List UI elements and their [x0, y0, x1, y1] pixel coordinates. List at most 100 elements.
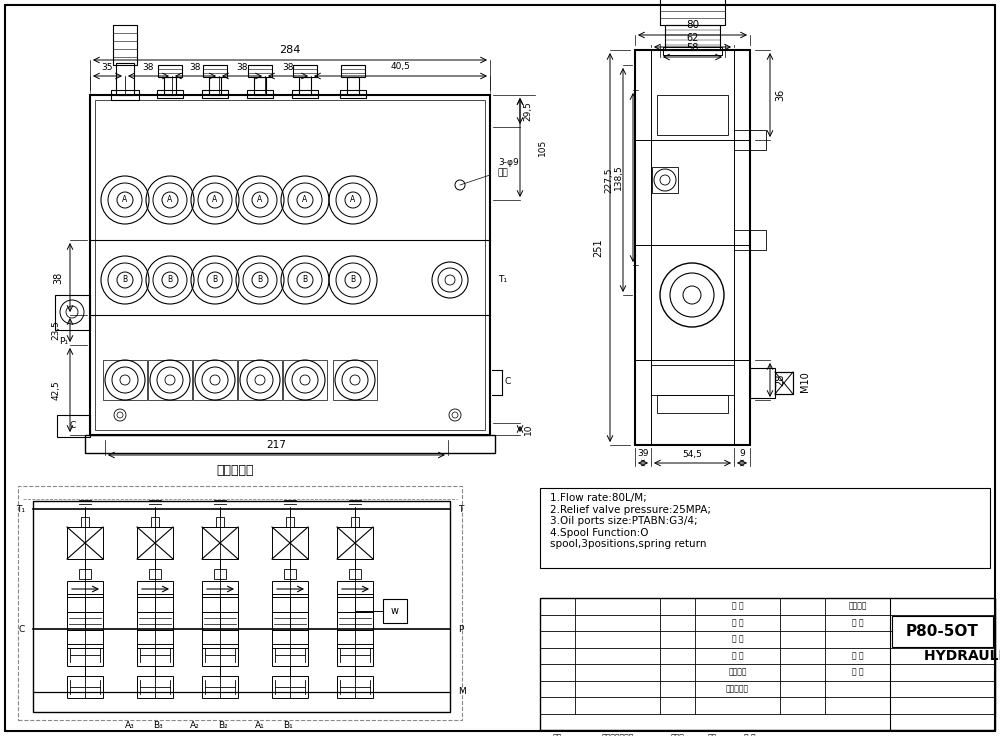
- Bar: [775, 372, 793, 394]
- Text: 描 图: 描 图: [732, 634, 743, 644]
- Bar: [540, 598, 995, 730]
- Bar: [202, 676, 238, 698]
- Text: A₃: A₃: [125, 721, 135, 729]
- Bar: [337, 581, 373, 597]
- Bar: [272, 644, 308, 666]
- Bar: [272, 676, 308, 698]
- Bar: [95, 100, 485, 430]
- Text: B: B: [350, 275, 356, 285]
- Text: A: A: [302, 196, 308, 205]
- Text: 更改内容或依据: 更改内容或依据: [602, 734, 634, 736]
- Bar: [657, 395, 728, 413]
- Text: P₁: P₁: [60, 338, 68, 347]
- Bar: [272, 594, 308, 612]
- Text: 液压原理图: 液压原理图: [216, 464, 254, 476]
- Bar: [148, 360, 192, 400]
- Text: 251: 251: [593, 238, 603, 257]
- Bar: [55, 295, 90, 330]
- Bar: [149, 569, 161, 579]
- Text: 工艺检查: 工艺检查: [728, 668, 747, 676]
- Text: 28: 28: [775, 374, 785, 386]
- Bar: [337, 612, 373, 630]
- Text: 校 对: 校 对: [732, 651, 743, 660]
- Bar: [657, 95, 728, 135]
- Bar: [340, 90, 366, 98]
- Text: B: B: [122, 275, 128, 285]
- Text: 35: 35: [102, 63, 113, 71]
- Text: A: A: [122, 196, 128, 205]
- Bar: [137, 581, 173, 597]
- Text: 日期: 日期: [707, 734, 717, 736]
- Bar: [137, 527, 173, 559]
- Bar: [238, 360, 282, 400]
- Bar: [337, 527, 373, 559]
- Bar: [81, 517, 89, 527]
- Bar: [660, 0, 725, 25]
- Bar: [292, 90, 318, 98]
- Text: M10: M10: [800, 372, 810, 392]
- Text: 23,5: 23,5: [52, 320, 60, 340]
- Text: 审 核: 审 核: [744, 734, 756, 736]
- Bar: [299, 77, 311, 95]
- Bar: [286, 517, 294, 527]
- Bar: [351, 517, 359, 527]
- Bar: [137, 676, 173, 698]
- Text: 9: 9: [739, 450, 745, 459]
- Text: A: A: [257, 196, 263, 205]
- Text: HYDRAULIC VALVE: HYDRAULIC VALVE: [924, 648, 1000, 662]
- Text: P: P: [458, 625, 463, 634]
- Text: 40,5: 40,5: [391, 63, 410, 71]
- Bar: [151, 517, 159, 527]
- Bar: [103, 360, 147, 400]
- Text: 制 图: 制 图: [732, 618, 743, 627]
- Bar: [293, 65, 317, 77]
- Bar: [33, 501, 450, 712]
- Bar: [67, 527, 103, 559]
- Text: 105: 105: [538, 139, 546, 156]
- Bar: [734, 230, 766, 250]
- Bar: [57, 415, 90, 437]
- Bar: [67, 581, 103, 597]
- Bar: [67, 594, 103, 612]
- Text: w: w: [391, 606, 399, 616]
- Text: B: B: [212, 275, 218, 285]
- Bar: [216, 517, 224, 527]
- Text: A: A: [212, 196, 218, 205]
- Text: 58: 58: [686, 43, 699, 53]
- Bar: [652, 167, 678, 193]
- Bar: [347, 77, 359, 95]
- Bar: [90, 95, 490, 435]
- Bar: [734, 130, 766, 150]
- Text: 42,5: 42,5: [52, 380, 60, 400]
- Text: 284: 284: [279, 45, 301, 55]
- Bar: [193, 360, 237, 400]
- Bar: [333, 360, 377, 400]
- Bar: [79, 569, 91, 579]
- Bar: [111, 90, 139, 100]
- Bar: [202, 630, 238, 648]
- Bar: [349, 569, 361, 579]
- Text: 更改人: 更改人: [671, 734, 685, 736]
- Bar: [272, 630, 308, 648]
- Bar: [67, 644, 103, 666]
- Bar: [164, 77, 176, 95]
- Text: B₃: B₃: [153, 721, 163, 729]
- Text: 38: 38: [143, 63, 154, 71]
- Text: C: C: [505, 378, 511, 386]
- Text: T₁: T₁: [16, 504, 25, 514]
- Bar: [85, 435, 495, 453]
- Bar: [113, 25, 137, 65]
- Bar: [67, 676, 103, 698]
- Bar: [272, 527, 308, 559]
- Text: M: M: [458, 687, 466, 696]
- Bar: [137, 644, 173, 666]
- Bar: [67, 612, 103, 630]
- Text: B: B: [257, 275, 263, 285]
- Bar: [284, 569, 296, 579]
- Bar: [157, 90, 183, 98]
- Text: 38: 38: [236, 63, 248, 71]
- Bar: [254, 77, 266, 95]
- Bar: [337, 594, 373, 612]
- Bar: [272, 581, 308, 597]
- Text: 38: 38: [282, 63, 294, 71]
